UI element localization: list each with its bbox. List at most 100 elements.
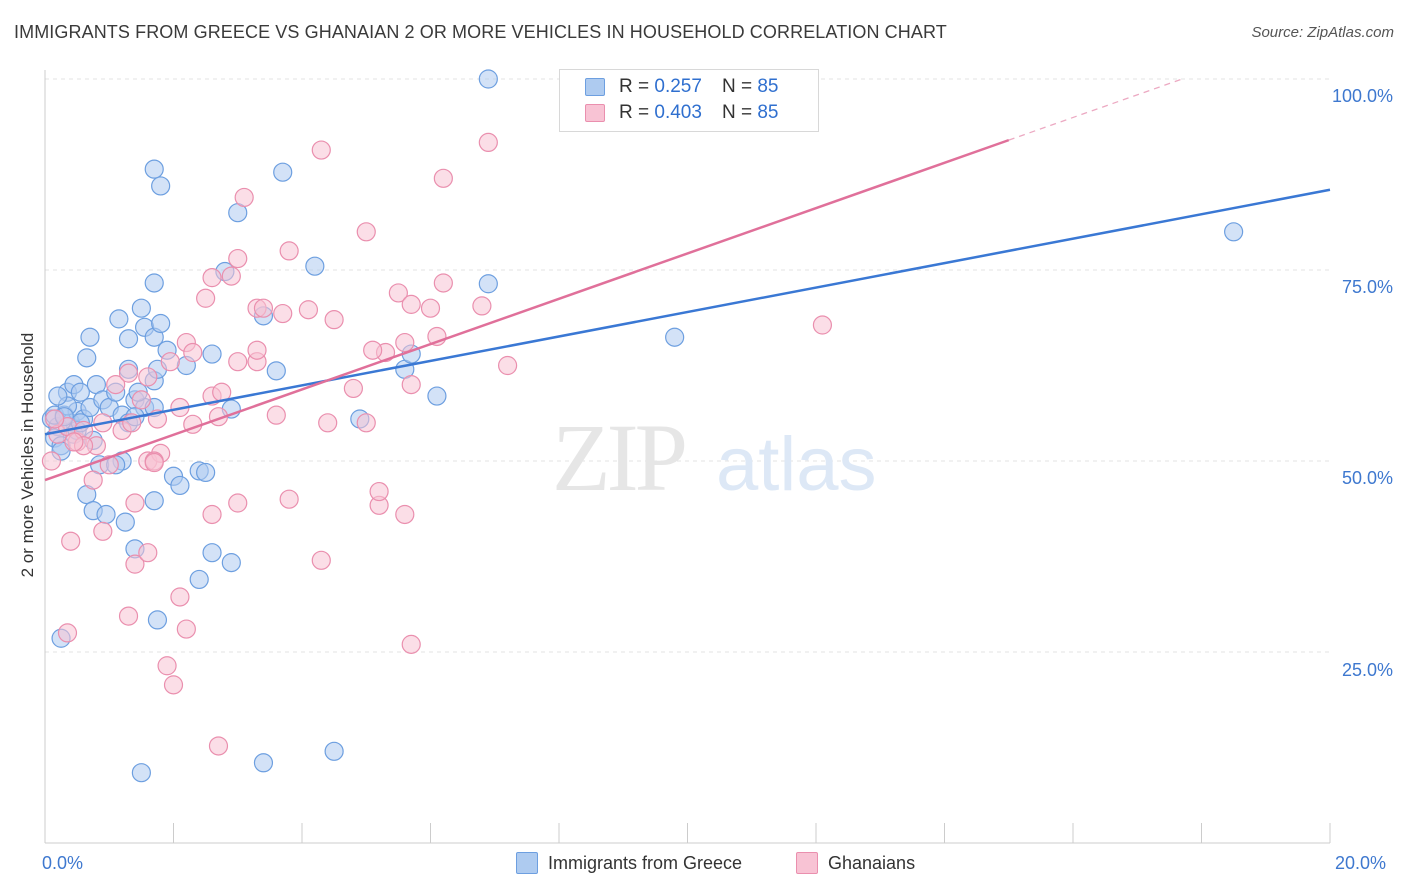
ghanaian-point <box>57 623 78 643</box>
greece-point <box>324 741 344 761</box>
legend-row-ghanaians: R = 0.403 N = 85 <box>585 102 778 124</box>
ghanaian-point <box>118 606 139 626</box>
ghanaian-point <box>61 531 81 551</box>
bottom-legend-label-greece: Immigrants from Greece <box>548 852 743 873</box>
ghanaian-point <box>369 481 389 502</box>
ghanaian-point <box>144 452 164 473</box>
greece-point <box>266 361 286 381</box>
ghanaian-point <box>253 298 274 318</box>
greece-point <box>109 309 129 329</box>
greece-point <box>202 543 222 563</box>
ghanaian-point <box>93 521 113 541</box>
y-tick-25: 25.0% <box>1341 660 1393 680</box>
ghanaian-point <box>273 303 293 324</box>
legend-r-value: 0.403 <box>654 102 702 123</box>
greece-point <box>170 475 190 496</box>
ghanaian-point <box>83 470 103 490</box>
stats-legend: R = 0.257 N = 85 R = 0.403 N = 85 <box>559 69 819 132</box>
greece-point <box>196 462 216 483</box>
ghanaian-point <box>228 352 248 372</box>
greece-point <box>48 386 68 406</box>
ghanaian-point <box>131 390 151 410</box>
bottom-legend-ghanaians: Ghanaians <box>796 852 915 874</box>
ghanaian-point <box>324 310 344 330</box>
ghanaian-point <box>170 587 190 607</box>
ghanaian-point <box>176 619 196 639</box>
greece-point <box>144 159 164 179</box>
x-tick-0: 0.0% <box>42 853 84 873</box>
bottom-legend-swatch-ghanaians <box>796 852 818 874</box>
ghanaian-point <box>41 451 62 471</box>
greece-point <box>80 327 100 347</box>
ghanaian-point <box>472 296 492 316</box>
legend-swatch-greece <box>585 78 605 96</box>
greece-trend-line <box>44 188 1331 436</box>
greece-point <box>115 512 135 532</box>
ghanaian-point <box>318 413 338 433</box>
ghanaian-point <box>266 405 286 425</box>
ghanaian-point <box>388 283 408 303</box>
y-tick-50: 50.0% <box>1341 468 1393 488</box>
ghanaian-point <box>138 543 158 563</box>
ghanaian-point <box>433 273 453 293</box>
greece-point <box>151 313 171 334</box>
ghanaian-point <box>125 554 145 574</box>
ghanaian-point <box>279 241 299 261</box>
bottom-legend-swatch-greece <box>516 852 538 874</box>
ghanaian-point <box>202 504 222 525</box>
greece-point <box>427 386 447 406</box>
ghanaian-point <box>118 363 139 383</box>
greece-point <box>478 274 498 294</box>
ghanaian-point <box>106 375 126 395</box>
legend-n-value: 85 <box>757 102 779 123</box>
ghanaian-point <box>234 187 254 208</box>
ghanaian-point <box>311 140 331 160</box>
ghanaian-point <box>356 413 376 433</box>
ghanaian-point <box>812 315 833 335</box>
legend-n-value: 85 <box>757 76 779 97</box>
ghanaian-point <box>401 375 421 395</box>
greece-point <box>202 344 222 364</box>
ghanaian-point <box>64 432 84 452</box>
ghanaian-point <box>157 656 177 676</box>
legend-r-label: R = <box>619 76 650 97</box>
ghanaian-point <box>420 298 441 318</box>
ghanaian-point <box>125 493 145 513</box>
ghanaian-point <box>138 367 158 387</box>
legend-row-greece: R = 0.257 N = 85 <box>585 76 778 98</box>
greece-point <box>273 162 293 182</box>
ghanaian-point <box>401 634 421 654</box>
ghanaian-point <box>395 504 415 525</box>
ghanaian-point <box>279 489 299 509</box>
series-ghanaians-points <box>41 132 833 756</box>
ghanaian-point <box>45 409 65 429</box>
legend-r-value: 0.257 <box>654 76 702 97</box>
greece-point <box>131 763 151 783</box>
ghanaian-point <box>343 378 363 399</box>
y-tick-100: 100.0% <box>1331 86 1393 106</box>
greece-point <box>253 753 274 773</box>
greece-point <box>1224 222 1244 242</box>
bottom-legend-greece: Immigrants from Greece <box>516 852 742 874</box>
greece-point <box>305 256 325 276</box>
greece-point <box>144 491 164 511</box>
ghanaian-point <box>298 300 319 320</box>
greece-point <box>478 69 498 89</box>
ghanaian-point <box>498 355 518 376</box>
greece-point <box>189 569 209 590</box>
ghanaian-point <box>202 268 222 288</box>
ghanaian-point <box>401 294 421 314</box>
watermark-zip: ZIP <box>552 404 685 511</box>
legend-n-label: N = <box>721 102 753 123</box>
ghanaian-point <box>395 332 415 353</box>
ghanaian-point <box>183 342 203 363</box>
greece-point <box>131 298 151 318</box>
greece-point <box>221 553 241 573</box>
ghanaian-point <box>228 248 248 269</box>
greece-point <box>665 327 685 347</box>
watermark: ZIP atlas <box>552 404 877 511</box>
watermark-atlas: atlas <box>716 422 877 507</box>
x-tick-20: 20.0% <box>1335 853 1387 873</box>
y-axis-label: 2 or more Vehicles in Household <box>18 332 37 578</box>
